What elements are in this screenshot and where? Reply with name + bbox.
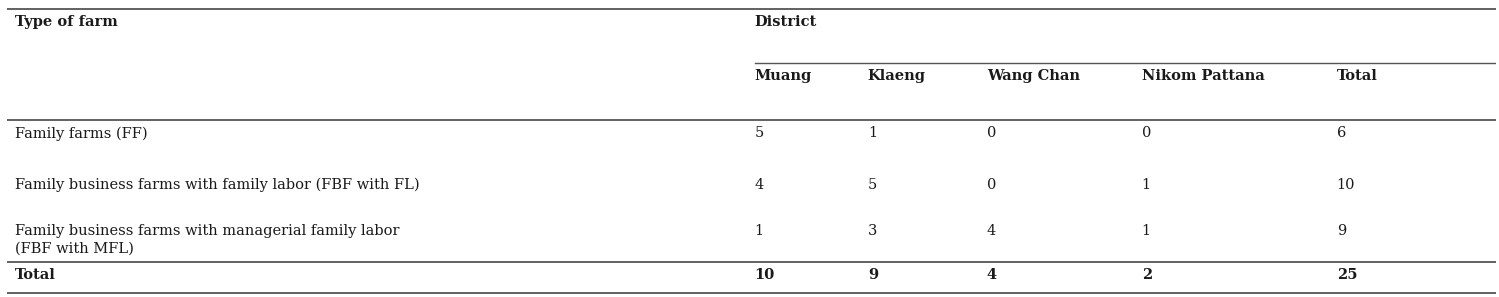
Text: Total: Total: [1337, 69, 1378, 83]
Text: 1: 1: [1142, 178, 1151, 192]
Text: 1: 1: [868, 126, 877, 140]
Text: 1: 1: [1142, 224, 1151, 238]
Text: Type of farm: Type of farm: [15, 15, 118, 29]
Text: 4: 4: [986, 268, 997, 282]
Text: 10: 10: [754, 268, 775, 282]
Text: Family business farms with managerial family labor
(FBF with MFL): Family business farms with managerial fa…: [15, 224, 399, 255]
Text: Muang: Muang: [754, 69, 812, 83]
Text: District: District: [754, 15, 817, 29]
Text: 4: 4: [986, 224, 997, 238]
Text: 9: 9: [868, 268, 878, 282]
Text: 0: 0: [986, 126, 997, 140]
Text: 2: 2: [1142, 268, 1153, 282]
Text: 4: 4: [754, 178, 764, 192]
Text: Wang Chan: Wang Chan: [986, 69, 1079, 83]
Text: 1: 1: [754, 224, 764, 238]
Text: Family farms (FF): Family farms (FF): [15, 126, 147, 141]
Text: 3: 3: [868, 224, 877, 238]
Text: 9: 9: [1337, 224, 1346, 238]
Text: 5: 5: [868, 178, 877, 192]
Text: 0: 0: [986, 178, 997, 192]
Text: Klaeng: Klaeng: [868, 69, 926, 83]
Text: 25: 25: [1337, 268, 1357, 282]
Text: 10: 10: [1337, 178, 1355, 192]
Text: 5: 5: [754, 126, 764, 140]
Text: Family business farms with family labor (FBF with FL): Family business farms with family labor …: [15, 178, 420, 192]
Text: Total: Total: [15, 268, 55, 282]
Text: 6: 6: [1337, 126, 1346, 140]
Text: Nikom Pattana: Nikom Pattana: [1142, 69, 1265, 83]
Text: 0: 0: [1142, 126, 1151, 140]
